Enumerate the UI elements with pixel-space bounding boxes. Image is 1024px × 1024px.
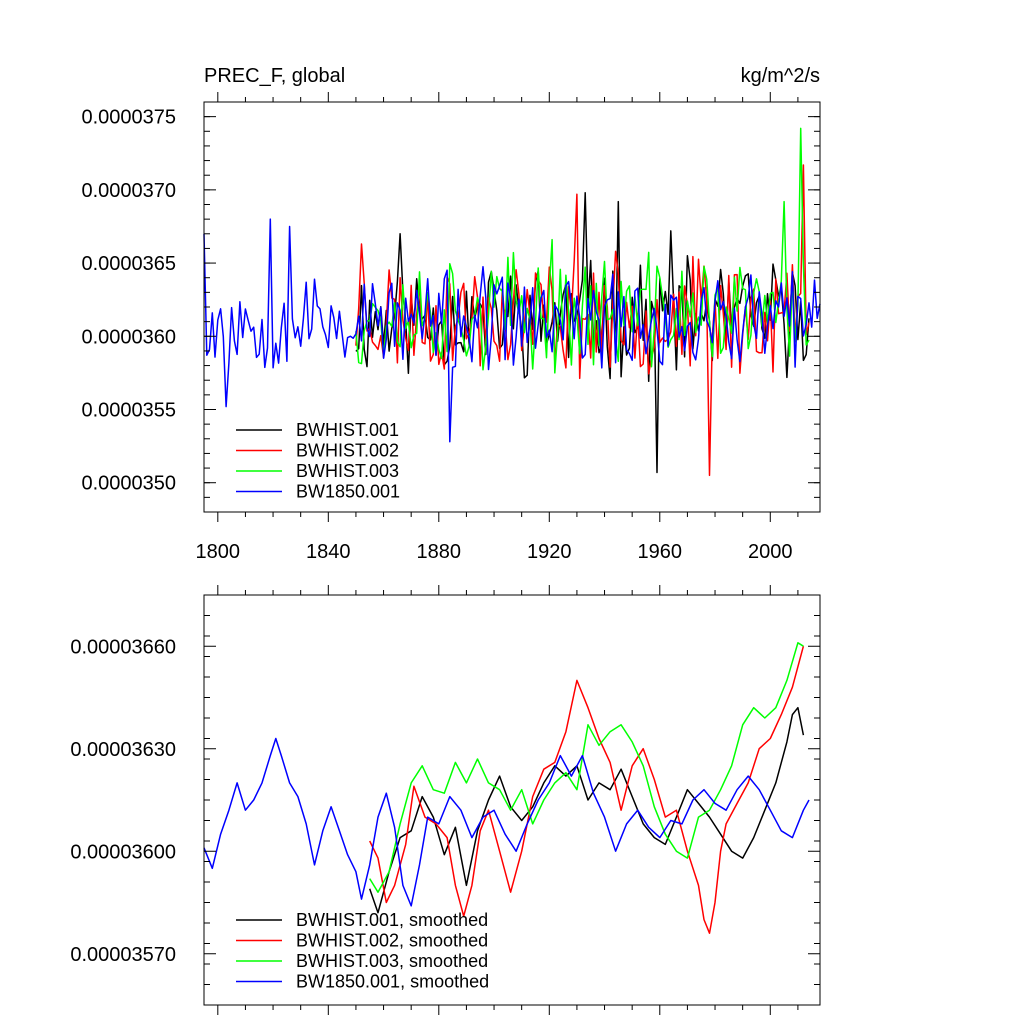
bottom-panel: 0.00003660 0.00003630 0.00003600 0.00003570… [70, 585, 821, 1015]
chart-title-right: kg/m^2/s [741, 65, 820, 87]
plot-frame [203, 101, 821, 513]
y-tick-label: 0.00003570 [70, 944, 176, 966]
y-tick-label: 0.0000370 [81, 180, 176, 202]
x-tick-label: 1840 [306, 541, 351, 563]
axes-group: 0.00003660 0.00003630 0.00003600 0.00003570 [70, 585, 820, 1015]
legend-label: BWHIST.003, smoothed [296, 951, 488, 971]
series-group [203, 127, 821, 477]
x-tick-label: 1800 [196, 541, 241, 563]
axes-group: 0.0000375 0.0000370 0.0000365 0.0000360 0.00… [81, 92, 820, 563]
y-tick-label: 0.0000355 [81, 400, 176, 422]
plot-frame [203, 594, 821, 1006]
y-tick-label: 0.0000360 [81, 326, 176, 348]
legend-label: BWHIST.001, smoothed [296, 910, 488, 930]
legend-label: BWHIST.002, smoothed [296, 931, 488, 951]
y-tick-label: 0.0000365 [81, 253, 176, 275]
top-panel: PREC_F, global kg/m^2/s 0.00003750.00003… [81, 65, 821, 563]
y-tick-label: 0.0000375 [81, 107, 176, 129]
series-line [355, 127, 810, 374]
legend-label: BW1850.001, smoothed [296, 972, 489, 992]
x-tick-label: 1920 [527, 541, 572, 563]
legend-label: BWHIST.003 [296, 461, 399, 481]
x-tick-label: 2000 [748, 541, 793, 563]
series-group [203, 642, 810, 934]
series-line [369, 642, 804, 893]
series-line [203, 737, 810, 907]
legend-label: BW1850.001 [296, 482, 400, 502]
series-line [369, 646, 805, 934]
series-line [203, 218, 821, 443]
legend-label: BWHIST.002 [296, 441, 399, 461]
x-tick-label: 1880 [417, 541, 462, 563]
y-tick-label: 0.00003660 [70, 636, 176, 658]
y-tick-label: 0.00003630 [70, 739, 176, 761]
y-tick-label: 0.0000350 [81, 473, 176, 495]
y-tick-label: 0.00003600 [70, 841, 176, 863]
legend-label: BWHIST.001 [296, 420, 399, 440]
chart-title-left: PREC_F, global [204, 65, 345, 87]
x-tick-label: 1960 [638, 541, 683, 563]
